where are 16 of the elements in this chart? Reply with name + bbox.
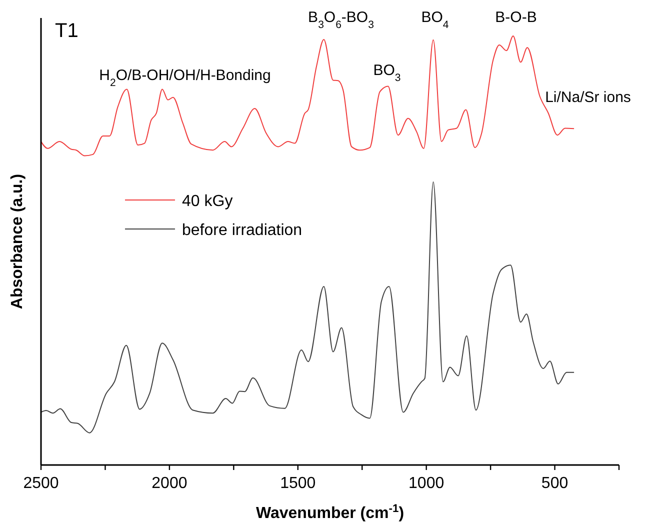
text: B-O-B	[495, 9, 537, 26]
x-tick-label: 1000	[408, 475, 444, 492]
annotation: H$_{2}$O/B-OH/OH/H-Bonding	[99, 67, 271, 89]
x-tick-label: 1500	[280, 475, 316, 492]
annotation: BO$_{3}$	[373, 62, 401, 84]
legend-label: 40 kGy	[182, 193, 233, 210]
x-tick-label: 2000	[152, 475, 188, 492]
text: BO$_{4}$	[421, 9, 449, 31]
x-axis-title: Wavenumber (cm$^{-1}$)	[256, 503, 404, 522]
chart-title: T1	[55, 20, 78, 42]
text: B$_{3}$O$_{6}$-BO$_{3}$	[308, 9, 374, 31]
legend-label: before irradiation	[182, 222, 302, 239]
annotation: Li/Na/Sr ions	[545, 89, 631, 106]
x-tick-label: 2500	[23, 475, 59, 492]
y-axis-title: Absorbance (a.u.)	[9, 174, 26, 310]
x-tick-label: 500	[541, 475, 568, 492]
